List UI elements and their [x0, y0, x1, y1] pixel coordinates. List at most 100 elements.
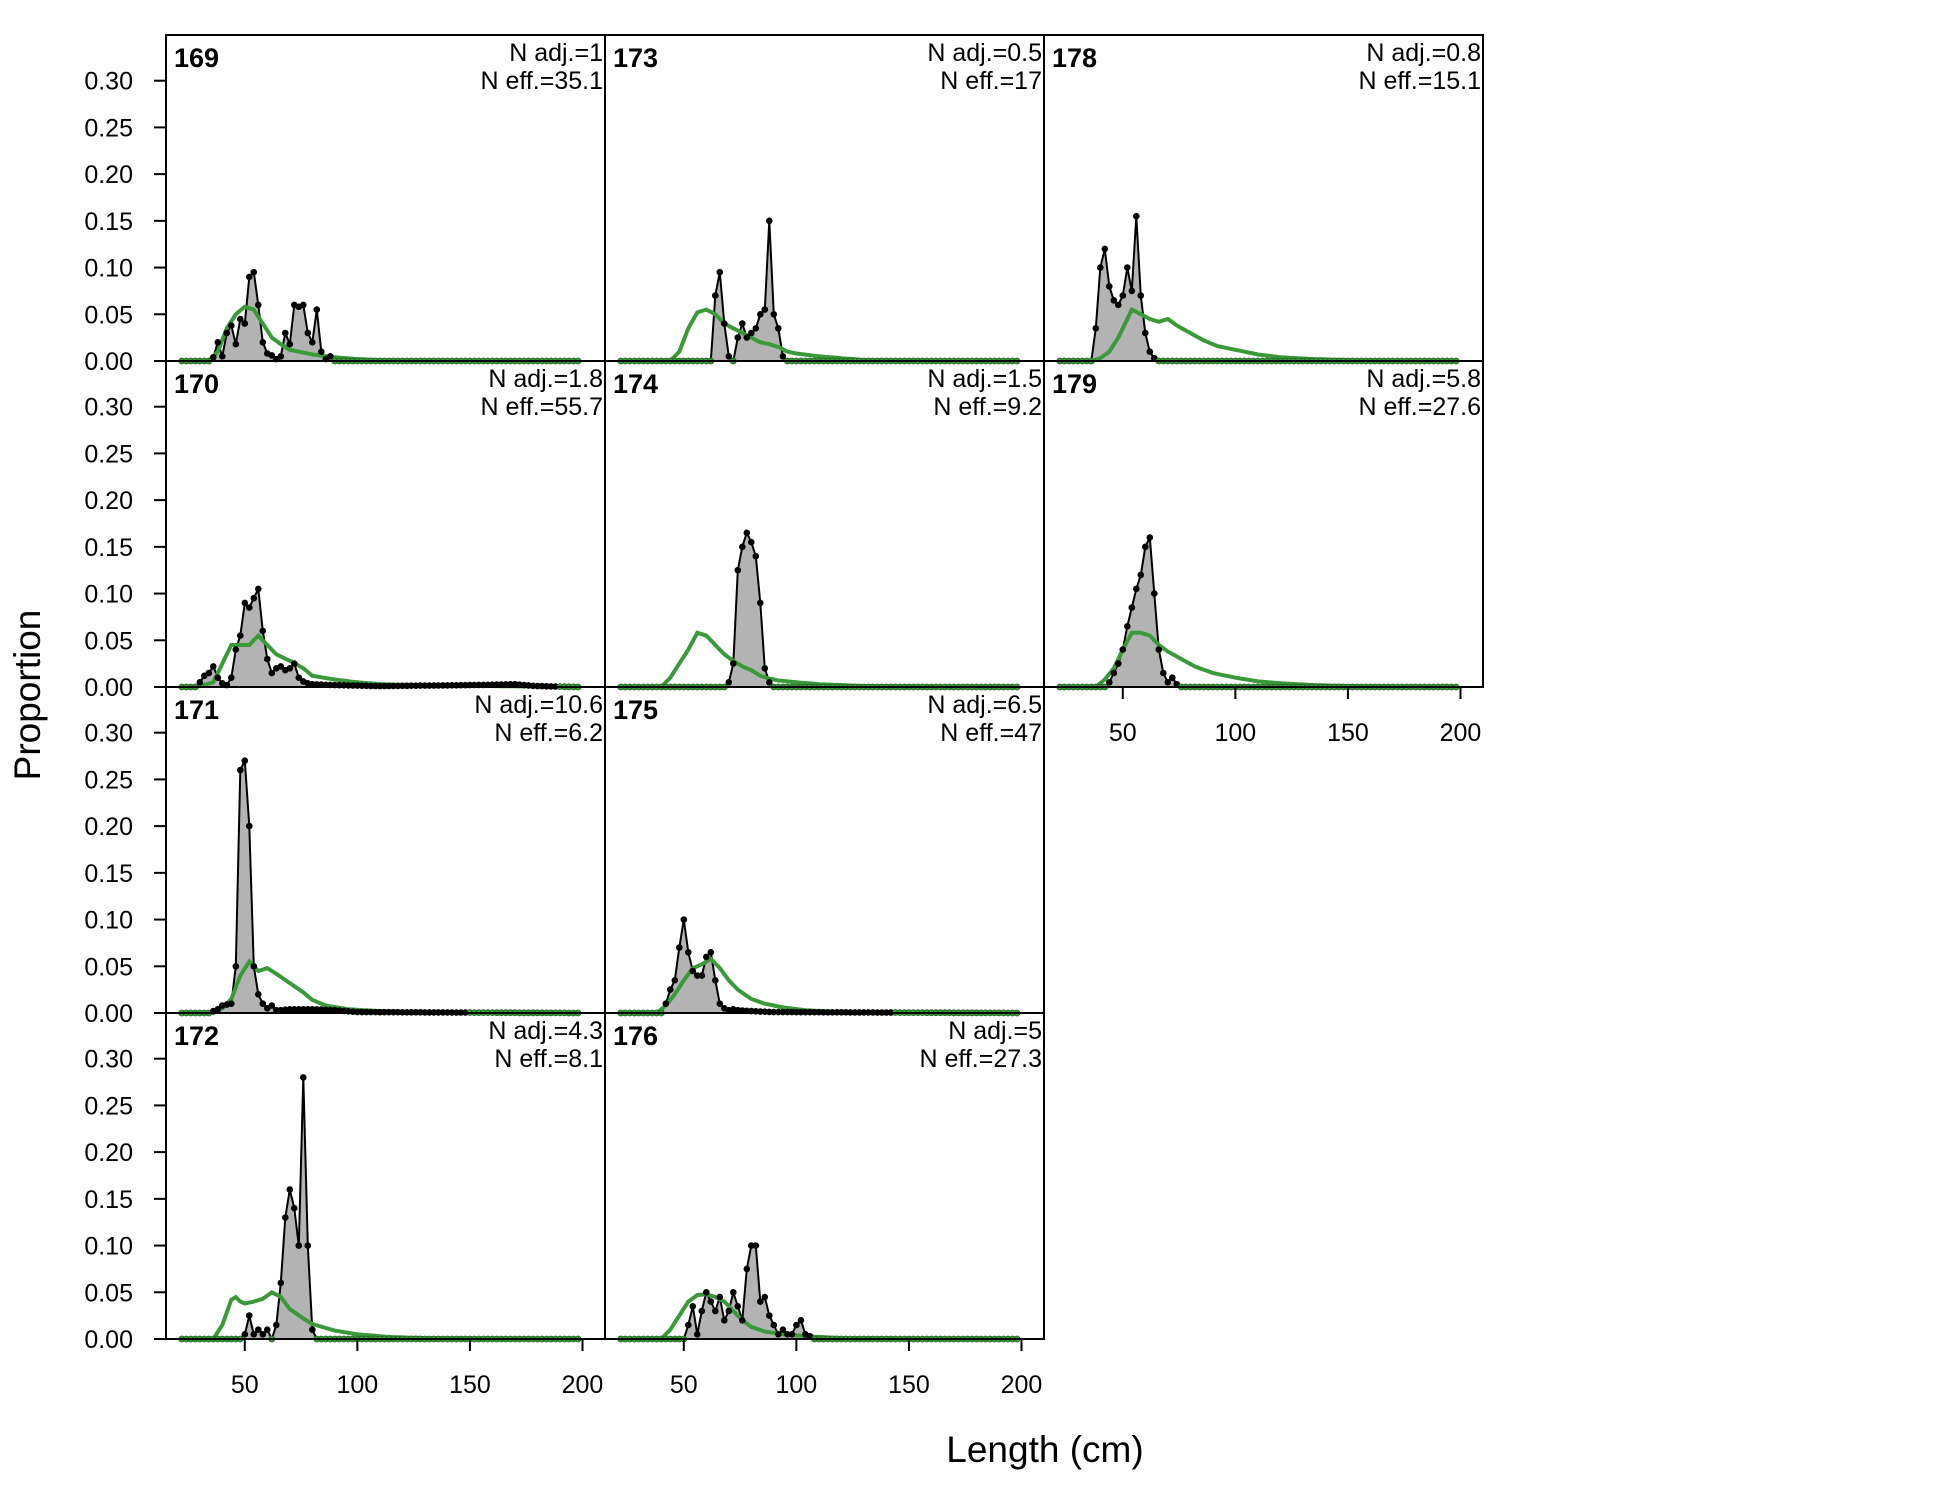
observed-point: [734, 566, 742, 574]
y-tick-label: 0.30: [84, 394, 133, 422]
y-tick-label: 0.00: [84, 348, 133, 376]
observed-point: [730, 1289, 737, 1296]
panel-176: 176 N adj.=5N eff.=27.3: [604, 1012, 1045, 1343]
observed-point: [1146, 534, 1154, 541]
observed-point: [309, 1326, 316, 1333]
observed-point: [703, 953, 710, 961]
observed-point: [304, 1242, 312, 1249]
observed-point: [1164, 679, 1172, 686]
y-tick-label: 0.05: [84, 301, 133, 329]
panel-170: 170 N adj.=1.8N eff.=55.7: [165, 360, 606, 691]
observed-point: [685, 1321, 692, 1329]
observed-point: [259, 1331, 267, 1338]
observed-point: [228, 322, 235, 329]
panel-id-label: 171: [174, 695, 219, 725]
observed-point: [318, 348, 325, 356]
y-tick-label: 0.00: [84, 674, 133, 702]
observed-point: [291, 660, 298, 667]
panel-id-label: 173: [613, 43, 658, 73]
observed-point: [761, 665, 769, 672]
x-tick-label: 100: [1214, 719, 1256, 747]
observed-point: [264, 655, 271, 663]
observed-point: [1151, 590, 1158, 597]
observed-point: [725, 679, 733, 686]
panel-id-label: 178: [1052, 43, 1097, 73]
observed-point: [277, 1279, 285, 1287]
y-tick-label: 0.05: [84, 627, 133, 655]
n-adj-label: N adj.=4.3: [488, 1017, 603, 1045]
observed-point: [725, 1307, 733, 1315]
observed-point: [743, 1265, 751, 1273]
observed-point: [1101, 245, 1109, 253]
expected-line: [181, 1289, 578, 1341]
observed-point: [241, 320, 249, 327]
observed-point: [205, 669, 213, 677]
observed-point: [300, 301, 307, 309]
n-adj-label: N adj.=5.8: [1366, 365, 1481, 393]
n-adj-label: N adj.=6.5: [927, 691, 1042, 719]
observed-point: [1155, 646, 1163, 653]
observed-point: [259, 339, 267, 346]
observed-point: [246, 273, 253, 281]
observed-point: [1110, 669, 1118, 677]
observed-point: [712, 292, 719, 299]
observed-point: [1124, 623, 1131, 630]
observed-point: [1097, 264, 1104, 271]
n-eff-label: N eff.=8.1: [494, 1045, 603, 1073]
observed-area: [620, 1244, 1017, 1340]
observed-point: [219, 353, 226, 360]
observed-point: [1128, 287, 1136, 295]
observed-point: [1115, 301, 1122, 309]
observed-point: [748, 538, 755, 546]
observed-point: [228, 674, 235, 681]
n-adj-label: N adj.=10.6: [474, 691, 603, 719]
observed-point: [1142, 329, 1149, 337]
panel-id-label: 170: [174, 369, 219, 399]
observed-point: [214, 339, 222, 346]
observed-point: [250, 1331, 258, 1338]
observed-point: [254, 301, 262, 309]
x-tick-label: 150: [1327, 719, 1369, 747]
observed-point: [237, 766, 244, 774]
observed-point: [748, 329, 755, 337]
expected-line: [620, 1292, 1017, 1341]
panel-174: 174 N adj.=1.5N eff.=9.2: [604, 360, 1045, 691]
y-tick-label: 0.15: [84, 534, 133, 562]
observed-point: [327, 353, 334, 360]
y-tick-label: 0.15: [84, 208, 133, 236]
observed-point: [739, 1317, 746, 1324]
observed-point: [698, 1307, 706, 1315]
observed-point: [1146, 348, 1154, 356]
observed-point: [1115, 660, 1122, 667]
observed-point: [662, 1000, 670, 1007]
observed-point: [259, 1000, 267, 1007]
observed-point: [300, 1074, 307, 1081]
observed-point: [268, 1002, 276, 1009]
observed-point: [694, 1331, 701, 1338]
n-eff-label: N eff.=17: [940, 67, 1042, 95]
observed-point: [228, 1000, 235, 1007]
x-tick-label: 50: [231, 1371, 259, 1399]
observed-point: [766, 679, 773, 686]
observed-point: [282, 1214, 289, 1221]
observed-point: [237, 632, 244, 639]
observed-point: [676, 944, 683, 951]
observed-point: [246, 1312, 253, 1319]
observed-point: [246, 604, 253, 611]
observed-point: [1110, 297, 1118, 304]
y-tick-label: 0.10: [84, 907, 133, 935]
y-tick-label: 0.25: [84, 114, 133, 142]
observed-point: [730, 660, 737, 667]
observed-point: [1142, 543, 1149, 551]
observed-point: [291, 1204, 298, 1212]
observed-point: [1124, 264, 1131, 271]
y-tick-label: 0.10: [84, 581, 133, 609]
observed-point: [254, 991, 262, 998]
observed-point: [277, 353, 285, 360]
panel-id-label: 174: [613, 369, 658, 399]
observed-point: [214, 1006, 222, 1013]
observed-point: [1119, 646, 1127, 653]
x-tick-label: 100: [336, 1371, 378, 1399]
observed-point: [734, 1303, 742, 1310]
